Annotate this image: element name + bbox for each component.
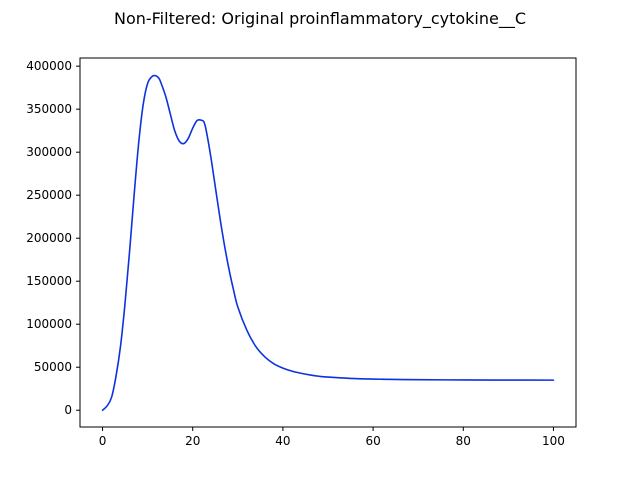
y-tick-label: 400000 [26,59,72,73]
series-line [101,74,555,412]
x-tick-label: 40 [275,434,290,448]
chart-title: Non-Filtered: Original proinflammatory_c… [114,9,526,29]
x-tick-label: 20 [185,434,200,448]
y-tick-label: 250000 [26,188,72,202]
x-axis: 0 20 40 60 80 100 [99,427,565,448]
y-tick-label: 50000 [34,360,72,374]
plot-area-frame [79,57,577,428]
x-tick-label: 100 [542,434,565,448]
y-tick-label: 300000 [26,145,72,159]
x-tick-label: 80 [456,434,471,448]
x-tick-label: 0 [99,434,107,448]
y-tick-label: 0 [64,403,72,417]
series-layer [101,74,555,412]
y-tick-label: 100000 [26,317,72,331]
y-tick-label: 150000 [26,274,72,288]
x-tick-label: 60 [365,434,380,448]
y-axis: 0 50000 100000 150000 200000 250000 300000 3500… [26,59,80,417]
y-tick-label: 350000 [26,102,72,116]
y-tick-label: 200000 [26,231,72,245]
